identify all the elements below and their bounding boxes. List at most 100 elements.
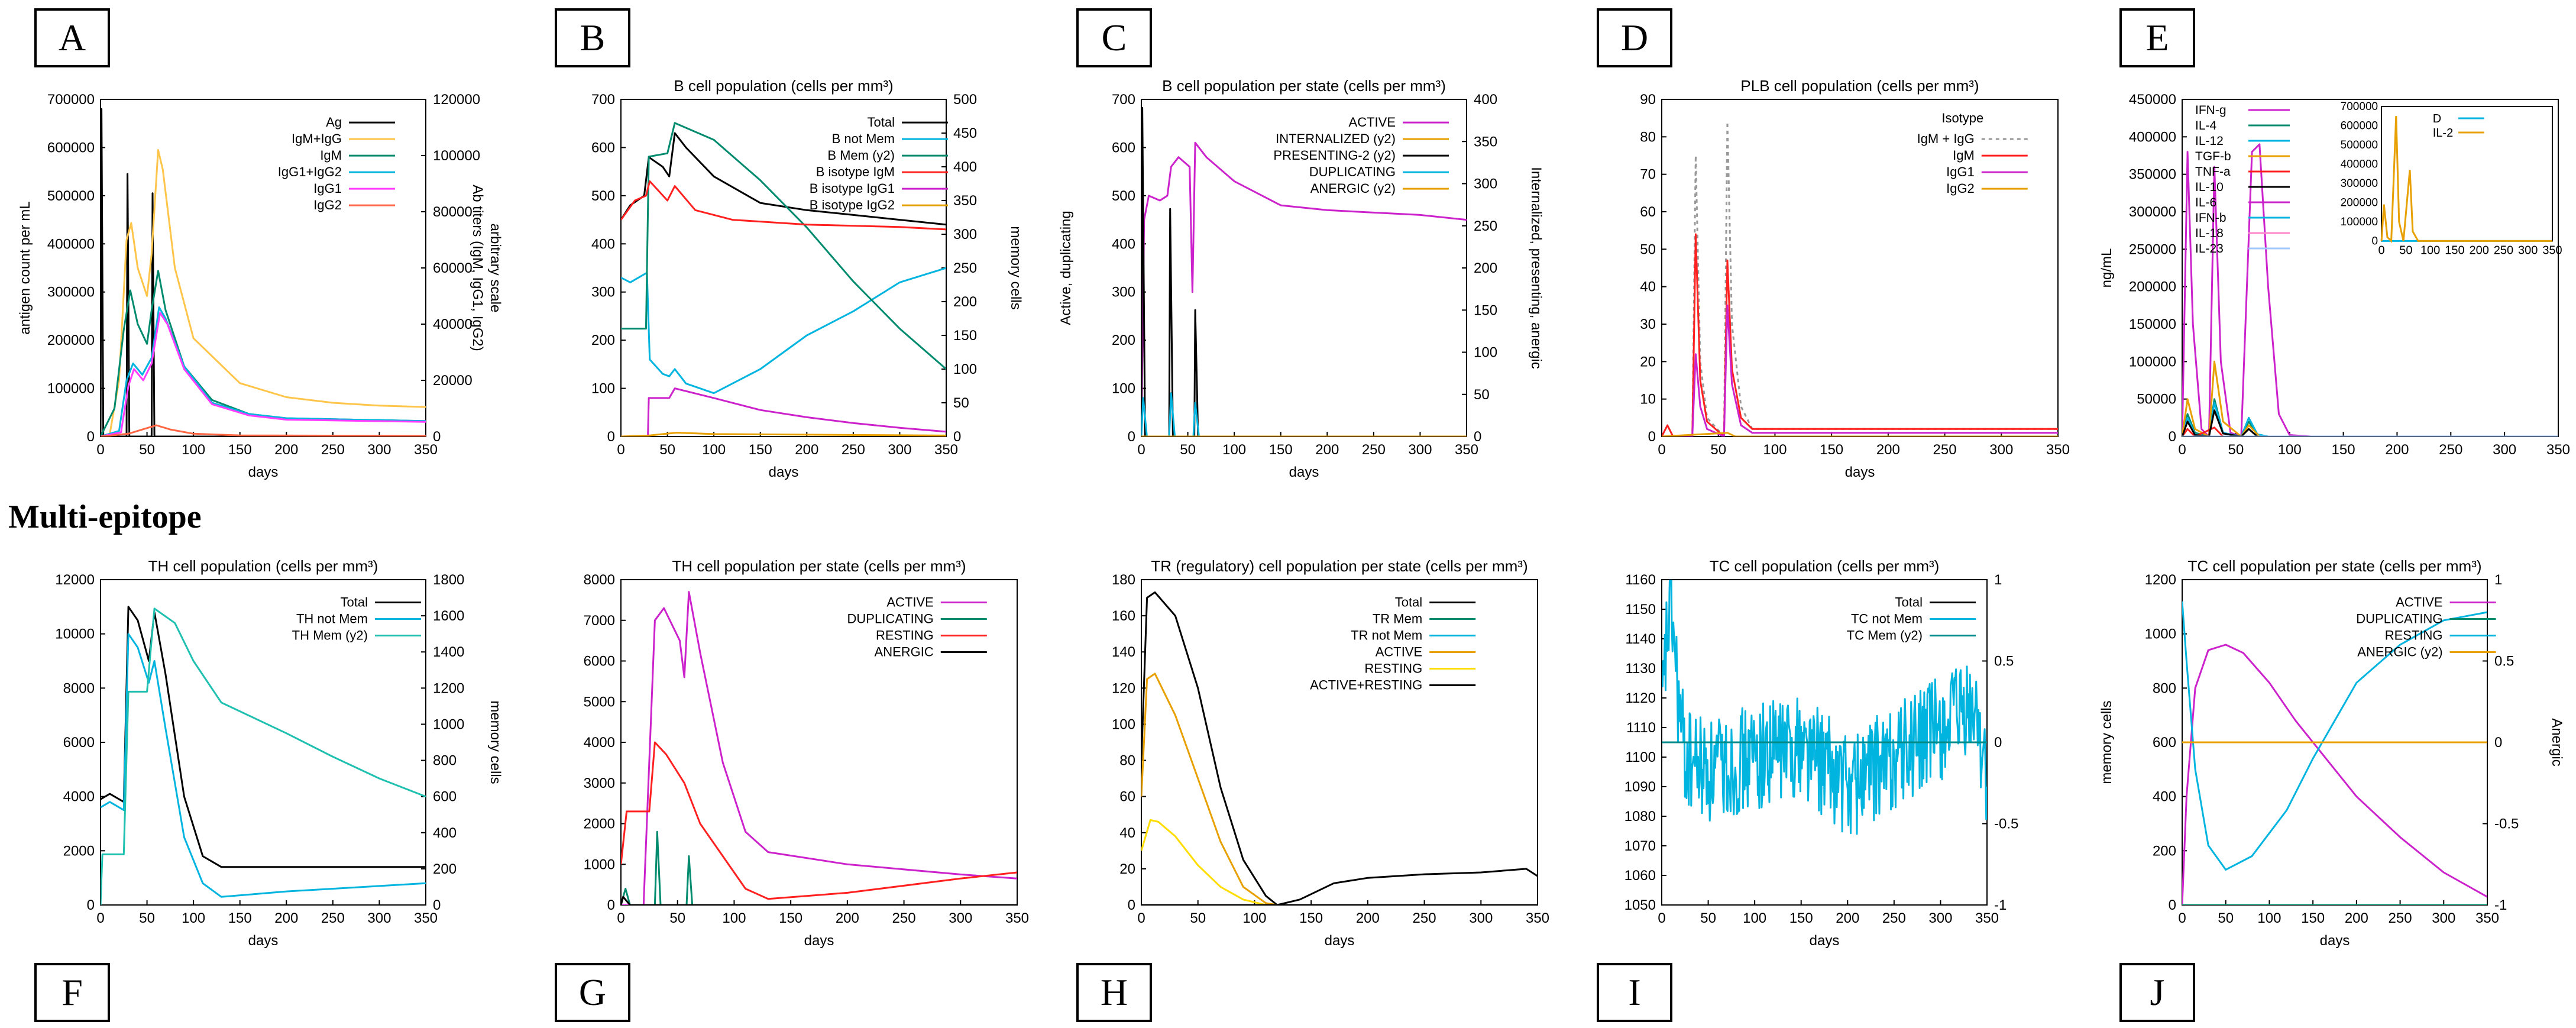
chart-c-y2tick-label: 50 — [1474, 387, 1490, 403]
chart-g-ytick-label: 8000 — [584, 572, 615, 588]
chart-c-ylabel: Active, duplicating — [1058, 211, 1074, 325]
chart-i-y2tick-label: -0.5 — [1994, 816, 2018, 832]
chart-e-ylabel: ng/mL — [2099, 248, 2115, 288]
chart-d-plb-cell-population: PLB cell population (cells per mm³) 0 50 10… — [1640, 77, 2070, 480]
chart-b-y2tick-label: 250 — [953, 260, 977, 276]
chart-i-ytick-label: 1100 — [1625, 749, 1656, 765]
chart-g-xtick-label: 150 — [779, 910, 802, 926]
chart-c-ytick-label: 500 — [1112, 188, 1135, 204]
chart-c-xtick-label: 300 — [1408, 442, 1432, 458]
chart-e-xtick-label: 150 — [2332, 442, 2355, 458]
chart-j-legend-label: RESTING — [2385, 628, 2443, 643]
chart-f-xtick-label: 0 — [96, 910, 104, 926]
panel-label-a: A — [34, 8, 110, 67]
chart-h-xtick-label: 200 — [1356, 910, 1380, 926]
chart-j-xtick-label: 50 — [2218, 910, 2234, 926]
chart-e-ytick-label: 400000 — [2129, 129, 2176, 145]
chart-e-ytick-label: 300000 — [2129, 204, 2176, 220]
chart-j-series-active — [2182, 644, 2487, 905]
chart-c-legend-label: PRESENTING-2 (y2) — [1273, 148, 1396, 163]
chart-a-xtick-label: 300 — [367, 442, 391, 458]
panel-label-g: G — [555, 963, 630, 1022]
chart-i-ytick-label: 1120 — [1625, 690, 1656, 706]
chart-g-xtick-label: 100 — [722, 910, 746, 926]
chart-f-legend-label: TH Mem (y2) — [292, 628, 368, 643]
chart-b-y2tick-label: 100 — [953, 361, 977, 377]
chart-c-y2tick-label: 400 — [1474, 92, 1497, 108]
chart-c-xtick-label: 350 — [1455, 442, 1478, 458]
chart-b-series-b-isotype-igg2 — [621, 432, 946, 437]
chart-j-ytick-label: 600 — [2153, 735, 2176, 751]
chart-g-series-duplicating — [621, 830, 1017, 905]
chart-i-tc-cell-population: TC cell population (cells per mm³)0 50 100… — [1624, 557, 2019, 949]
chart-e-inset-xtick-label: 100 — [2420, 244, 2440, 257]
chart-e-xtick-label: 50 — [2228, 442, 2244, 458]
chart-c-series-active — [1141, 141, 1467, 437]
chart-a-y2tick-label: 0 — [433, 429, 441, 445]
chart-h-xtick-label: 250 — [1413, 910, 1436, 926]
chart-c-series-presenting-2-y2- — [1141, 106, 1467, 437]
chart-e-series-tnf-a — [2182, 426, 2558, 437]
chart-i-ytick-label: 1110 — [1626, 720, 1656, 736]
chart-j-y2tick-label: 1 — [2494, 572, 2502, 588]
panel-label-b: B — [555, 8, 630, 67]
chart-j-xtick-label: 200 — [2345, 910, 2368, 926]
chart-d-ytick-label: 0 — [1648, 429, 1656, 445]
chart-a-series-igm — [101, 270, 426, 437]
chart-j-ytick-label: 800 — [2153, 680, 2176, 696]
chart-e-ytick-label: 350000 — [2129, 167, 2176, 183]
chart-h-ytick-label: 20 — [1119, 861, 1135, 877]
chart-g-ytick-label: 1000 — [584, 856, 615, 872]
chart-c-title: B cell population per state (cells per m… — [1162, 77, 1446, 95]
chart-a-xtick-label: 250 — [321, 442, 345, 458]
chart-h-xtick-label: 150 — [1299, 910, 1323, 926]
chart-b-legend-label: B isotype IgG1 — [810, 181, 895, 196]
chart-e-plot-area — [2182, 143, 2558, 437]
chart-g-legend-label: ACTIVE — [886, 595, 933, 610]
chart-j-xtick-label: 100 — [2257, 910, 2281, 926]
chart-a-ytick-label: 500000 — [47, 188, 95, 204]
chart-e-legend-label: IL-4 — [2195, 119, 2217, 132]
chart-d-xtick-label: 250 — [1933, 442, 1957, 458]
chart-h-xtick-label: 50 — [1190, 910, 1206, 926]
chart-e-inset-frame — [2381, 106, 2553, 242]
chart-a-ytick-label: 600000 — [47, 140, 95, 156]
chart-b-xtick-label: 100 — [702, 442, 726, 458]
chart-b-legend-label: B isotype IgG2 — [810, 198, 895, 212]
chart-g-ytick-label: 7000 — [584, 613, 615, 629]
chart-f-xtick-label: 300 — [367, 910, 391, 926]
chart-i-legend-label: Total — [1895, 595, 1923, 610]
chart-b-y2tick-label: 400 — [953, 159, 977, 175]
chart-j-title: TC cell population per state (cells per … — [2187, 557, 2481, 575]
chart-d-series-igg1 — [1662, 304, 2058, 437]
chart-j-ytick-label: 1200 — [2145, 572, 2176, 588]
chart-a-ytick-label: 400000 — [47, 236, 95, 252]
chart-e-ytick-label: 50000 — [2137, 392, 2176, 408]
chart-g-xtick-label: 200 — [836, 910, 859, 926]
chart-i-legend-label: TC Mem (y2) — [1847, 628, 1923, 643]
chart-b-ytick-label: 300 — [591, 285, 615, 300]
chart-j-ytick-label: 400 — [2153, 789, 2176, 805]
chart-b-y2tick-label: 300 — [953, 227, 977, 243]
chart-h-xtick-label: 0 — [1137, 910, 1145, 926]
chart-h-legend-label: ACTIVE — [1376, 645, 1422, 660]
chart-e-legend-label: IL-6 — [2195, 196, 2216, 209]
chart-e-cytokines: 0 50 100 150 200 250 300 350 0 50000 100000 150000 2… — [2099, 92, 2570, 458]
chart-f-ytick-label: 2000 — [63, 843, 95, 859]
chart-i-xtick-label: 200 — [1836, 910, 1859, 926]
chart-e-series-il-10 — [2182, 409, 2558, 437]
chart-e-inset-series-il-2 — [2380, 116, 2552, 243]
chart-c-ytick-label: 700 — [1112, 92, 1135, 108]
chart-e-inset-ytick-label: 100000 — [2341, 216, 2378, 228]
chart-a-series-igm-igg — [101, 149, 426, 437]
chart-c-y2tick-label: 250 — [1474, 218, 1497, 234]
chart-j-y2tick-label: -0.5 — [2494, 816, 2519, 832]
chart-c-legend-label: ANERGIC (y2) — [1310, 181, 1396, 196]
chart-i-xtick-label: 150 — [1789, 910, 1813, 926]
chart-a-ylabel: antigen count per mL — [17, 201, 33, 334]
chart-e-legend-label: TNF-a — [2195, 165, 2231, 179]
chart-h-series-total — [1141, 591, 1538, 905]
chart-a-ytick-label: 200000 — [47, 332, 95, 348]
chart-a-xtick-label: 200 — [274, 442, 298, 458]
chart-h-ytick-label: 120 — [1112, 680, 1135, 696]
